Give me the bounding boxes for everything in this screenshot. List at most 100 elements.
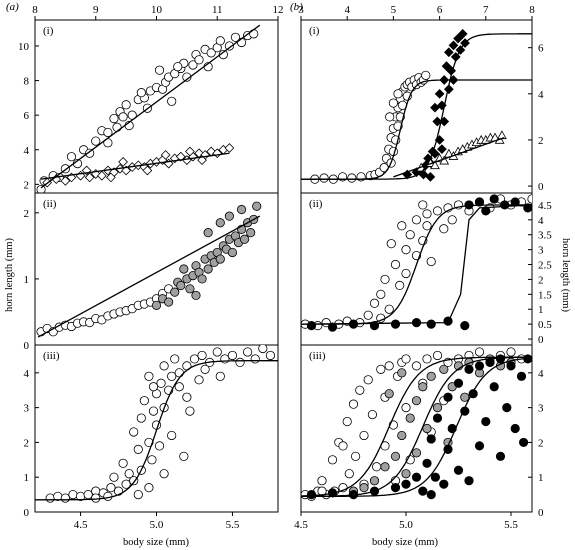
data-point (397, 430, 407, 441)
data-point (243, 347, 253, 357)
y-tick-label: 10 (18, 41, 30, 53)
data-point (474, 347, 485, 357)
plot-area (36, 24, 261, 193)
data-point (411, 361, 422, 371)
data-point (154, 65, 165, 75)
data-point (148, 406, 159, 416)
data-point (432, 403, 443, 413)
data-point (418, 200, 428, 210)
data-point (464, 364, 474, 374)
data-point (384, 389, 394, 399)
data-point (411, 215, 422, 225)
y-tick-label: 2 (24, 179, 30, 191)
data-point (215, 254, 225, 264)
data-point (139, 396, 149, 406)
series-gray-circle (151, 201, 262, 310)
y-tick-label: 2 (538, 135, 544, 147)
data-point (422, 423, 432, 434)
right-x-axis-label: body size (mm) (372, 537, 438, 548)
y-tick-label: 0 (538, 507, 544, 519)
series-open-circle (301, 194, 532, 331)
data-point (45, 493, 55, 503)
panel-frame (300, 344, 533, 513)
y-tick-label: 0.5 (538, 319, 552, 331)
y-tick-label: 2 (538, 437, 544, 449)
panel-label-b-iii: (iii) (309, 350, 326, 362)
data-point (437, 144, 447, 155)
data-point (474, 197, 485, 207)
data-point (448, 40, 459, 51)
fit-line (37, 215, 261, 338)
panel-label-a-iii: (iii) (43, 350, 60, 362)
x-tick-label: 12 (273, 4, 284, 16)
fit-line (301, 356, 532, 497)
data-point (136, 413, 146, 423)
data-point (422, 354, 432, 364)
x-tick-label: 5.0 (150, 519, 164, 531)
data-point (474, 361, 485, 371)
data-point (401, 469, 411, 479)
data-point (91, 136, 101, 146)
data-point (460, 392, 470, 402)
y-tick-label: 1 (538, 472, 544, 484)
data-point (506, 347, 516, 357)
data-point (327, 455, 338, 465)
data-point (121, 100, 131, 110)
data-point (376, 364, 386, 374)
series-open-diamond (42, 143, 235, 188)
panel-a-i: 2 4 6 8 10 8 9 10 11 12 (i) (18, 4, 284, 194)
data-point (388, 98, 398, 108)
data-point (495, 451, 506, 461)
data-point (151, 300, 162, 310)
data-point (397, 368, 407, 378)
data-point (121, 479, 131, 489)
data-point (443, 392, 453, 402)
data-point (197, 350, 207, 361)
data-point (434, 88, 445, 99)
data-point (218, 49, 228, 60)
data-point (422, 221, 432, 231)
plot-area (301, 194, 532, 332)
data-point (363, 375, 373, 385)
panel-a-label: (a) (6, 1, 19, 13)
data-point (103, 127, 113, 138)
x-tick-label: 8 (32, 4, 38, 16)
x-tick-label: 4 (344, 4, 350, 16)
data-point (170, 287, 180, 297)
data-point (347, 173, 357, 183)
y-tick-label: 4 (538, 368, 544, 380)
y-tick-label: 2 (24, 208, 30, 220)
data-point (236, 204, 247, 215)
y-tick-label: 3 (24, 403, 30, 415)
data-point (411, 472, 422, 482)
data-point (85, 148, 95, 158)
data-point (359, 430, 369, 441)
y-tick-label: 2.5 (538, 260, 552, 272)
data-point (194, 375, 204, 385)
data-point (91, 493, 101, 503)
data-point (397, 221, 407, 231)
data-point (401, 403, 411, 413)
right-y-axis-label: horn length (mm) (560, 238, 571, 313)
data-point (453, 465, 464, 475)
data-point (481, 206, 491, 216)
data-point (390, 483, 401, 493)
panel-frame (300, 19, 533, 194)
data-point (369, 298, 380, 308)
data-point (306, 321, 317, 331)
data-point (81, 165, 92, 176)
data-point (197, 274, 207, 284)
data-point (430, 102, 440, 113)
fit-line (301, 204, 532, 325)
data-point (359, 483, 369, 493)
data-point (401, 268, 411, 279)
panel-label-b-ii: (ii) (309, 198, 323, 210)
fit-line (35, 360, 278, 501)
data-point (516, 371, 527, 381)
plot-area (301, 28, 532, 184)
data-point (430, 472, 440, 482)
data-point (182, 72, 192, 82)
left-y-axis-label: horn length (mm) (4, 237, 15, 312)
data-point (215, 371, 225, 381)
data-point (174, 382, 184, 392)
